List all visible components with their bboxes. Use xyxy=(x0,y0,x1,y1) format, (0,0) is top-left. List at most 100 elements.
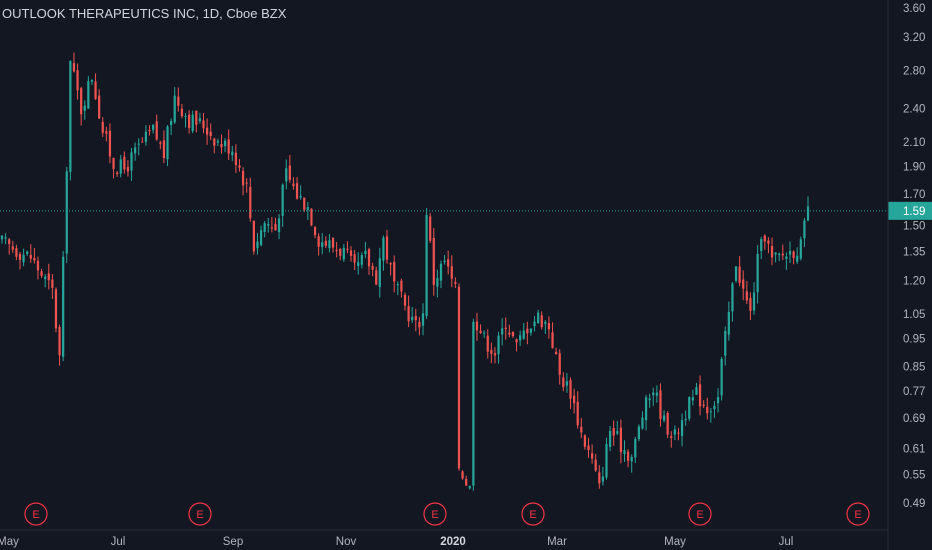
candle-body xyxy=(454,282,457,284)
candle-body xyxy=(396,284,399,286)
y-tick-label: 3.60 xyxy=(903,3,925,15)
candle xyxy=(69,60,72,181)
candle xyxy=(98,89,101,119)
candle xyxy=(691,389,694,406)
candle-body xyxy=(116,172,119,175)
candle xyxy=(716,388,720,413)
candle xyxy=(519,330,522,346)
candle-body xyxy=(317,236,320,247)
candle xyxy=(608,426,612,451)
candle xyxy=(425,208,428,319)
candle-body xyxy=(313,226,317,236)
candle xyxy=(259,225,263,247)
last-price-line-layer: 1.59 xyxy=(0,201,932,220)
candle-body xyxy=(551,332,554,349)
candle-body xyxy=(598,472,601,484)
candle xyxy=(429,212,432,243)
candle xyxy=(367,247,371,275)
y-tick-label: 0.61 xyxy=(903,444,925,456)
candle-body xyxy=(353,254,356,263)
candle-body xyxy=(490,349,493,354)
candle xyxy=(205,118,209,145)
candle xyxy=(461,470,464,480)
candle-body xyxy=(223,140,227,147)
candle-body xyxy=(270,227,273,229)
candle xyxy=(15,244,18,261)
candle xyxy=(141,137,144,143)
candle xyxy=(432,228,435,296)
candle xyxy=(436,269,439,298)
candle xyxy=(486,329,489,359)
candle xyxy=(526,321,529,345)
candle xyxy=(688,396,691,421)
candle xyxy=(670,431,673,448)
earnings-marker[interactable]: E xyxy=(688,502,712,526)
candle-body xyxy=(295,183,299,199)
earnings-marker[interactable]: E xyxy=(188,502,212,526)
candle-body xyxy=(738,266,741,284)
candle xyxy=(745,281,748,305)
candle-body xyxy=(407,306,410,322)
candle xyxy=(324,236,327,249)
candle xyxy=(36,256,40,280)
y-tick-label: 1.20 xyxy=(903,276,925,288)
earnings-marker-ring xyxy=(688,502,712,526)
candle-body xyxy=(252,220,255,252)
candle xyxy=(216,138,220,147)
candle-body xyxy=(544,321,547,324)
candle-body xyxy=(540,315,543,328)
candle-body xyxy=(101,121,104,133)
candle-body xyxy=(727,311,730,335)
candle-body xyxy=(306,207,309,210)
candle xyxy=(90,79,94,85)
candle xyxy=(245,178,248,193)
candle-body xyxy=(11,246,14,250)
candle xyxy=(781,244,784,261)
candle xyxy=(734,266,738,283)
candle xyxy=(792,250,795,265)
earnings-marker-label: E xyxy=(431,509,438,521)
y-tick-label: 0.55 xyxy=(903,469,925,481)
candle-body xyxy=(796,255,799,262)
candle-body xyxy=(781,253,784,256)
x-tick-label: Jul xyxy=(111,536,126,548)
candle-body xyxy=(98,95,101,119)
candle xyxy=(666,411,669,438)
earnings-marker[interactable]: E xyxy=(24,502,48,526)
candle xyxy=(346,241,349,254)
candle xyxy=(605,437,608,480)
x-axis[interactable]: May Jul Sep Nov 2020 Mar May Jul xyxy=(0,536,793,548)
candle xyxy=(414,308,417,332)
earnings-marker[interactable]: E xyxy=(423,502,447,526)
candle-body xyxy=(720,358,723,396)
candle-body xyxy=(515,339,518,343)
candle xyxy=(241,167,245,196)
candle xyxy=(54,287,58,333)
candle-body xyxy=(281,184,284,216)
candle-body xyxy=(724,331,727,356)
candle-body xyxy=(346,248,349,251)
candle-body xyxy=(519,335,522,341)
candle xyxy=(47,263,50,290)
candle-body xyxy=(173,95,176,123)
candle xyxy=(601,466,605,486)
candle xyxy=(94,73,97,100)
earnings-marker[interactable]: E xyxy=(521,502,545,526)
candle xyxy=(295,177,299,200)
chart-title: OUTLOOK THERAPEUTICS INC, 1D, Cboe BZX xyxy=(2,6,287,21)
candle xyxy=(522,323,525,340)
candle-body xyxy=(29,255,32,259)
candle-body xyxy=(134,147,137,154)
candle-body xyxy=(274,224,277,231)
candle-body xyxy=(414,316,417,321)
candle xyxy=(173,87,176,124)
candle-body xyxy=(698,384,702,407)
candle-body xyxy=(403,294,407,306)
earnings-marker[interactable]: E xyxy=(846,502,870,526)
y-axis[interactable]: 3.60 3.20 2.80 2.40 2.10 1.90 1.70 1.50 1.35 1.20… xyxy=(903,3,925,510)
candle xyxy=(698,375,702,416)
candle-body xyxy=(331,237,335,248)
candle xyxy=(339,248,342,261)
candle-body xyxy=(655,392,658,396)
